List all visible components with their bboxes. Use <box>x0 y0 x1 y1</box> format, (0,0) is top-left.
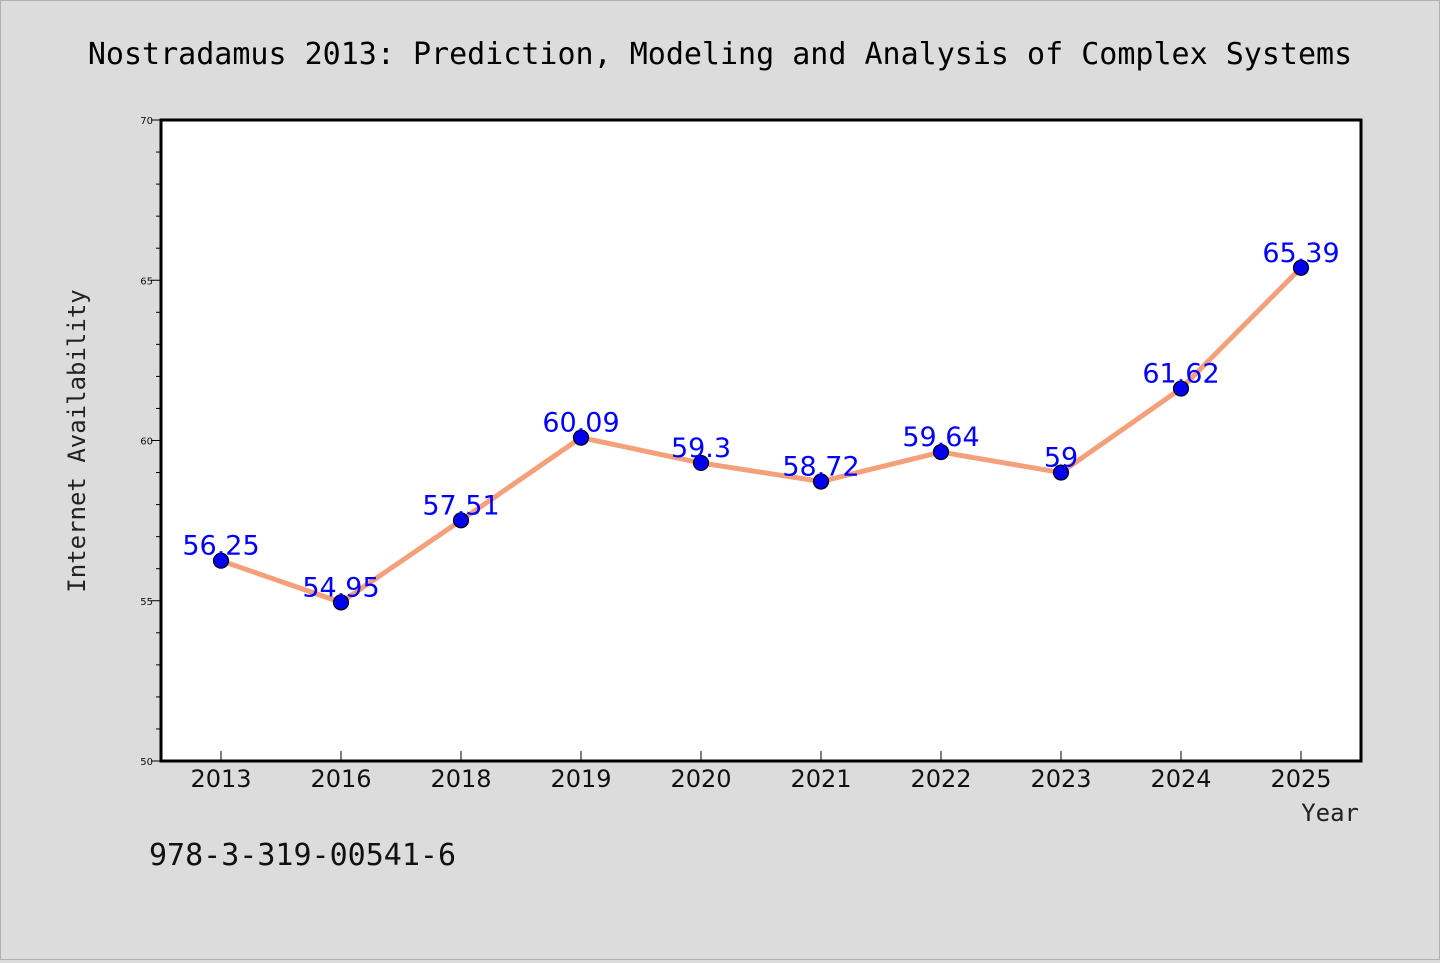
x-tick-label: 2025 <box>1270 765 1331 793</box>
y-tick-label: 50 <box>140 757 153 768</box>
x-tick-label: 2013 <box>190 765 251 793</box>
data-label: 59.3 <box>671 433 731 464</box>
data-point <box>692 454 710 472</box>
y-tick-label: 60 <box>140 437 153 448</box>
data-point <box>332 594 350 611</box>
data-point <box>572 429 590 446</box>
x-tick-label: 2016 <box>310 765 371 793</box>
data-label: 58.72 <box>782 452 859 483</box>
plot-area <box>159 118 1363 763</box>
data-label: 61.62 <box>1142 359 1219 390</box>
x-tick-label: 2019 <box>550 765 611 793</box>
x-tick-label: 2020 <box>670 765 731 793</box>
data-label: 57.51 <box>422 490 499 521</box>
data-point <box>812 473 830 490</box>
data-label: 59.64 <box>902 422 979 453</box>
series-line <box>220 265 1303 605</box>
series-layer: 56.25 54.95 57.51 60.09 59.3 58.72 59.64 59 61.6… <box>182 238 1340 611</box>
y-tick-label: 70 <box>140 116 153 127</box>
x-tick-label: 2023 <box>1030 765 1091 793</box>
x-tick-label: 2024 <box>1150 765 1211 793</box>
y-axis-label: Internet Availability <box>63 289 91 592</box>
chart-title: Nostradamus 2013: Prediction, Modeling a… <box>88 37 1352 72</box>
data-point <box>1172 380 1190 397</box>
y-axis: 50 55 60 65 70 <box>140 116 161 768</box>
data-label: 54.95 <box>302 572 379 603</box>
data-point <box>212 552 230 569</box>
x-axis-label: Year <box>1301 799 1359 827</box>
x-axis: 2013 2016 2018 2019 2020 2021 2022 2023 2024 2025 <box>190 751 1332 793</box>
data-point <box>932 443 950 461</box>
x-tick-label: 2018 <box>430 765 491 793</box>
data-label: 60.09 <box>542 408 619 439</box>
x-tick-label: 2022 <box>910 765 971 793</box>
y-tick-label: 65 <box>140 276 153 287</box>
x-tick-label: 2021 <box>790 765 851 793</box>
data-point <box>1292 259 1310 276</box>
data-point <box>452 512 470 529</box>
data-label: 59 <box>1044 443 1078 474</box>
footnote-isbn: 978-3-319-00541-6 <box>149 838 456 873</box>
data-label: 65.39 <box>1262 238 1339 269</box>
y-tick-label: 55 <box>140 597 153 608</box>
data-label: 56.25 <box>182 531 259 562</box>
data-point <box>1052 464 1070 481</box>
